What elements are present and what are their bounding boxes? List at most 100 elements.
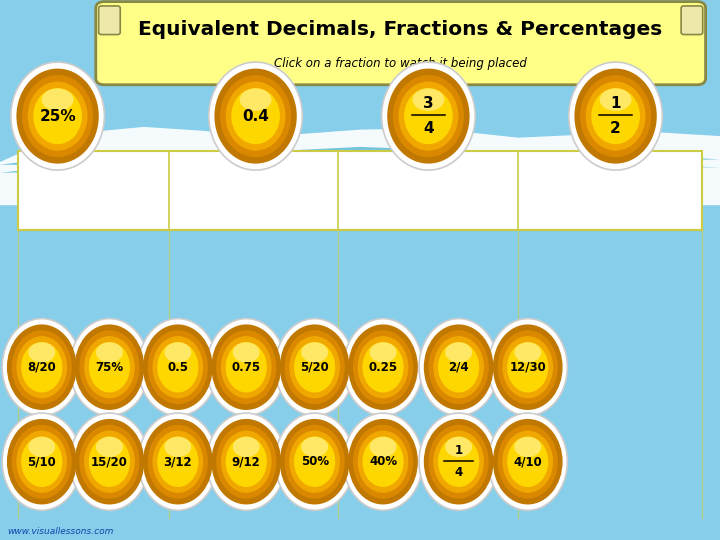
Ellipse shape bbox=[503, 336, 553, 399]
Text: 2/4: 2/4 bbox=[449, 361, 469, 374]
Ellipse shape bbox=[348, 325, 418, 410]
Ellipse shape bbox=[70, 413, 149, 510]
Text: 4/10: 4/10 bbox=[513, 455, 542, 468]
Text: 0.25: 0.25 bbox=[369, 361, 397, 374]
Text: 0.4: 0.4 bbox=[242, 109, 269, 124]
Text: 40%: 40% bbox=[369, 455, 397, 468]
Ellipse shape bbox=[89, 342, 130, 393]
Ellipse shape bbox=[70, 319, 149, 416]
Ellipse shape bbox=[89, 436, 130, 487]
Text: 4: 4 bbox=[454, 466, 463, 479]
Ellipse shape bbox=[575, 69, 657, 164]
Ellipse shape bbox=[225, 342, 267, 393]
Text: 12/30: 12/30 bbox=[509, 361, 546, 374]
Ellipse shape bbox=[157, 436, 199, 487]
Ellipse shape bbox=[207, 319, 286, 416]
Text: Click on a fraction to watch it being placed: Click on a fraction to watch it being pl… bbox=[274, 57, 527, 70]
Ellipse shape bbox=[275, 319, 354, 416]
Ellipse shape bbox=[362, 342, 404, 393]
Ellipse shape bbox=[498, 425, 558, 498]
Ellipse shape bbox=[143, 325, 212, 410]
Ellipse shape bbox=[343, 319, 423, 416]
Ellipse shape bbox=[353, 425, 413, 498]
Ellipse shape bbox=[428, 425, 489, 498]
Text: 5/10: 5/10 bbox=[27, 455, 56, 468]
Ellipse shape bbox=[424, 325, 493, 410]
Ellipse shape bbox=[358, 336, 408, 399]
Text: 4: 4 bbox=[423, 121, 433, 136]
Ellipse shape bbox=[358, 430, 408, 493]
Ellipse shape bbox=[42, 89, 73, 111]
Ellipse shape bbox=[153, 430, 203, 493]
Ellipse shape bbox=[498, 330, 558, 404]
Ellipse shape bbox=[28, 437, 55, 457]
Text: www.visuallessons.com: www.visuallessons.com bbox=[7, 526, 114, 536]
Ellipse shape bbox=[138, 319, 217, 416]
Ellipse shape bbox=[138, 413, 217, 510]
Ellipse shape bbox=[275, 413, 354, 510]
Ellipse shape bbox=[289, 430, 340, 493]
Ellipse shape bbox=[96, 342, 123, 362]
Ellipse shape bbox=[75, 419, 144, 504]
Ellipse shape bbox=[21, 342, 63, 393]
Ellipse shape bbox=[216, 330, 276, 404]
Ellipse shape bbox=[413, 89, 444, 111]
Ellipse shape bbox=[294, 436, 336, 487]
Text: 3: 3 bbox=[423, 96, 433, 111]
Ellipse shape bbox=[75, 325, 144, 410]
Ellipse shape bbox=[428, 330, 489, 404]
Ellipse shape bbox=[284, 330, 345, 404]
Ellipse shape bbox=[433, 430, 484, 493]
Ellipse shape bbox=[212, 325, 281, 410]
Polygon shape bbox=[0, 166, 720, 188]
Text: 1: 1 bbox=[454, 443, 463, 456]
Polygon shape bbox=[0, 147, 720, 173]
Text: 50%: 50% bbox=[300, 455, 329, 468]
Ellipse shape bbox=[503, 430, 553, 493]
Ellipse shape bbox=[419, 413, 498, 510]
Ellipse shape bbox=[353, 330, 413, 404]
Ellipse shape bbox=[348, 419, 418, 504]
Ellipse shape bbox=[591, 88, 640, 144]
Ellipse shape bbox=[445, 437, 472, 457]
Ellipse shape bbox=[215, 69, 297, 164]
FancyBboxPatch shape bbox=[18, 151, 702, 230]
Ellipse shape bbox=[419, 319, 498, 416]
Ellipse shape bbox=[233, 437, 260, 457]
Text: 75%: 75% bbox=[95, 361, 124, 374]
Ellipse shape bbox=[17, 336, 67, 399]
Text: 8/20: 8/20 bbox=[27, 361, 56, 374]
Text: 2: 2 bbox=[611, 121, 621, 136]
Text: 3/12: 3/12 bbox=[163, 455, 192, 468]
Ellipse shape bbox=[2, 413, 81, 510]
Ellipse shape bbox=[7, 419, 76, 504]
Ellipse shape bbox=[84, 430, 135, 493]
Text: 15/20: 15/20 bbox=[91, 455, 128, 468]
Ellipse shape bbox=[7, 325, 76, 410]
FancyBboxPatch shape bbox=[99, 6, 120, 35]
Ellipse shape bbox=[507, 436, 549, 487]
Ellipse shape bbox=[2, 319, 81, 416]
Text: 5/20: 5/20 bbox=[300, 361, 329, 374]
Ellipse shape bbox=[79, 425, 140, 498]
Ellipse shape bbox=[514, 437, 541, 457]
Ellipse shape bbox=[225, 436, 267, 487]
Ellipse shape bbox=[438, 342, 480, 393]
Ellipse shape bbox=[488, 319, 567, 416]
Ellipse shape bbox=[21, 436, 63, 487]
Ellipse shape bbox=[301, 437, 328, 457]
Ellipse shape bbox=[393, 75, 464, 157]
Ellipse shape bbox=[284, 425, 345, 498]
Ellipse shape bbox=[143, 419, 212, 504]
Ellipse shape bbox=[12, 425, 72, 498]
Text: 25%: 25% bbox=[40, 109, 76, 124]
Ellipse shape bbox=[369, 437, 397, 457]
Ellipse shape bbox=[294, 342, 336, 393]
Ellipse shape bbox=[27, 82, 88, 151]
Ellipse shape bbox=[148, 330, 208, 404]
Ellipse shape bbox=[240, 89, 271, 111]
Text: 0.75: 0.75 bbox=[232, 361, 261, 374]
Ellipse shape bbox=[369, 342, 397, 362]
Ellipse shape bbox=[600, 89, 631, 111]
FancyBboxPatch shape bbox=[681, 6, 703, 35]
